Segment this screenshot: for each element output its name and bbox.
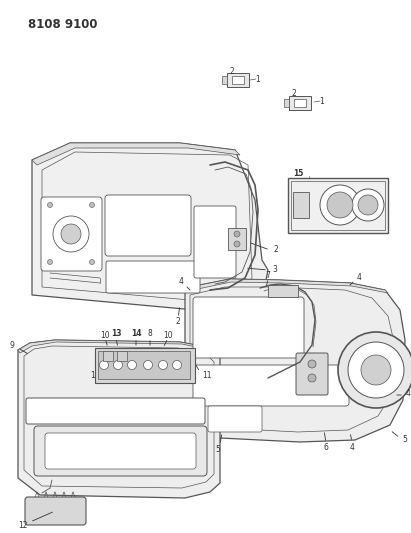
- Bar: [288, 178, 388, 233]
- Circle shape: [113, 360, 122, 369]
- Text: 2: 2: [175, 318, 180, 327]
- Text: 2: 2: [292, 90, 296, 99]
- Circle shape: [48, 203, 53, 207]
- Circle shape: [61, 224, 81, 244]
- Circle shape: [48, 260, 53, 264]
- Bar: [227, 73, 249, 87]
- Polygon shape: [32, 143, 240, 165]
- Text: 15: 15: [293, 169, 303, 179]
- Text: 4: 4: [350, 442, 354, 451]
- FancyBboxPatch shape: [193, 365, 349, 406]
- Text: 5: 5: [215, 445, 220, 454]
- Circle shape: [173, 360, 182, 369]
- Text: 4: 4: [357, 273, 362, 282]
- Circle shape: [358, 195, 378, 215]
- Text: 13: 13: [111, 329, 121, 338]
- Text: 11: 11: [202, 372, 212, 381]
- Bar: [228, 228, 246, 250]
- Circle shape: [320, 185, 360, 225]
- Bar: [268, 285, 298, 297]
- FancyBboxPatch shape: [25, 497, 86, 525]
- Polygon shape: [18, 340, 215, 353]
- Circle shape: [127, 360, 136, 369]
- Circle shape: [143, 360, 152, 369]
- Bar: [103, 351, 113, 361]
- Circle shape: [159, 360, 168, 369]
- Text: 3: 3: [272, 265, 277, 274]
- Polygon shape: [18, 340, 220, 498]
- Text: 4: 4: [406, 389, 411, 398]
- FancyBboxPatch shape: [194, 206, 236, 278]
- Text: 14: 14: [131, 329, 141, 338]
- FancyBboxPatch shape: [26, 398, 205, 424]
- Text: 2: 2: [230, 67, 234, 76]
- Bar: [222, 76, 227, 84]
- Text: 2: 2: [274, 246, 279, 254]
- Text: 6: 6: [323, 443, 328, 453]
- Text: 9: 9: [9, 342, 14, 351]
- Circle shape: [348, 342, 404, 398]
- Circle shape: [308, 374, 316, 382]
- Circle shape: [327, 192, 353, 218]
- FancyBboxPatch shape: [208, 406, 262, 432]
- Circle shape: [338, 332, 411, 408]
- Bar: [95, 348, 195, 383]
- Bar: [291, 181, 385, 230]
- Text: 10: 10: [100, 330, 110, 340]
- Text: 1: 1: [320, 96, 324, 106]
- Bar: [289, 96, 311, 110]
- Circle shape: [90, 260, 95, 264]
- Circle shape: [352, 189, 384, 221]
- FancyBboxPatch shape: [105, 195, 191, 256]
- Circle shape: [90, 203, 95, 207]
- Bar: [98, 351, 190, 379]
- Polygon shape: [185, 279, 405, 442]
- Bar: [294, 99, 306, 107]
- Polygon shape: [185, 279, 388, 293]
- Circle shape: [234, 231, 240, 237]
- Bar: [232, 76, 244, 84]
- Circle shape: [308, 360, 316, 368]
- Text: 5: 5: [402, 435, 407, 445]
- FancyBboxPatch shape: [106, 261, 200, 293]
- Text: 10: 10: [163, 330, 173, 340]
- Circle shape: [361, 355, 391, 385]
- Bar: [284, 99, 289, 107]
- Circle shape: [99, 360, 109, 369]
- Text: 8: 8: [148, 329, 152, 338]
- Text: 8108 9100: 8108 9100: [28, 18, 97, 31]
- Text: 4: 4: [178, 278, 183, 287]
- FancyBboxPatch shape: [34, 426, 207, 476]
- FancyBboxPatch shape: [193, 297, 304, 358]
- Circle shape: [53, 216, 89, 252]
- Text: 12: 12: [18, 521, 28, 529]
- Text: 7: 7: [266, 271, 270, 279]
- FancyBboxPatch shape: [45, 433, 196, 469]
- FancyBboxPatch shape: [296, 353, 328, 395]
- Text: 1: 1: [256, 75, 261, 84]
- Text: 11: 11: [90, 372, 100, 381]
- FancyBboxPatch shape: [41, 197, 102, 271]
- Bar: [293, 192, 309, 218]
- Polygon shape: [32, 143, 268, 310]
- Circle shape: [234, 241, 240, 247]
- Bar: [117, 351, 127, 361]
